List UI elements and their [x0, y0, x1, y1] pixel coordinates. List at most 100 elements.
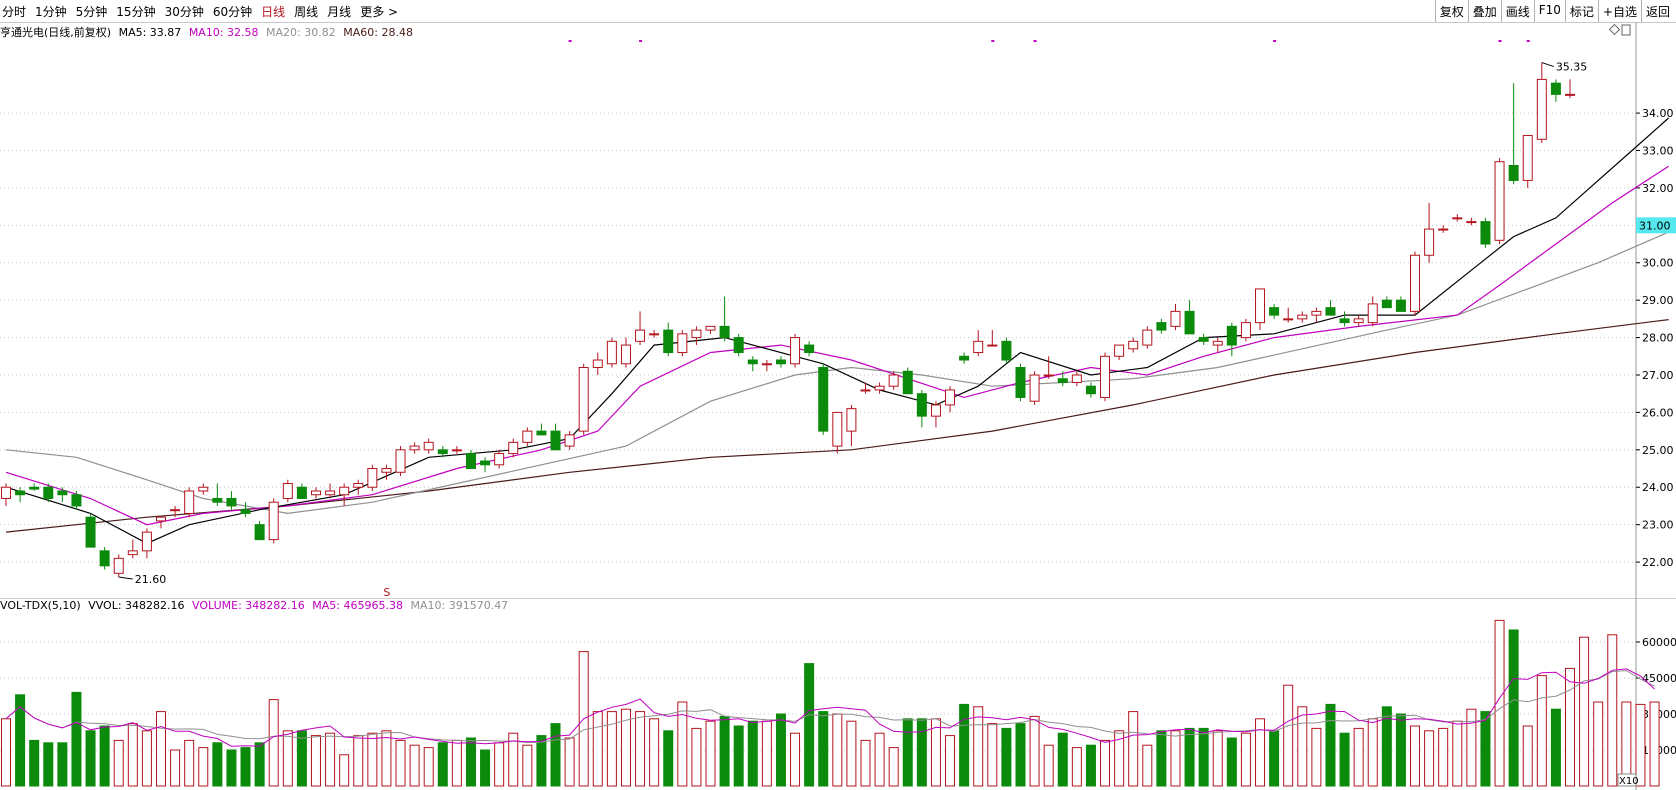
candle[interactable]: [1043, 356, 1054, 379]
candle[interactable]: [437, 446, 448, 458]
volume-bar[interactable]: [1311, 727, 1322, 787]
volume-bar[interactable]: [325, 732, 336, 787]
candle[interactable]: [536, 423, 547, 436]
volume-bar[interactable]: [902, 718, 913, 787]
candle[interactable]: [170, 505, 181, 518]
volume-bar[interactable]: [1114, 730, 1125, 787]
candle[interactable]: [663, 322, 674, 357]
volume-bar[interactable]: [550, 723, 561, 787]
candle[interactable]: [1536, 62, 1547, 144]
candle[interactable]: [1311, 307, 1322, 323]
candle[interactable]: [353, 479, 364, 495]
volume-bar[interactable]: [1325, 703, 1336, 787]
volume-bar[interactable]: [1381, 706, 1392, 787]
candle[interactable]: [1452, 214, 1463, 222]
volume-bar[interactable]: [1438, 727, 1449, 787]
volume-bar[interactable]: [1522, 725, 1533, 787]
candle[interactable]: [564, 431, 575, 450]
candle[interactable]: [1057, 371, 1068, 387]
candle[interactable]: [1156, 318, 1167, 334]
candle[interactable]: [1184, 300, 1195, 335]
candle[interactable]: [888, 371, 899, 390]
candle[interactable]: [325, 483, 336, 499]
candle[interactable]: [1100, 352, 1111, 402]
add-watchlist-button[interactable]: +自选: [1597, 0, 1641, 22]
volume-bar[interactable]: [1508, 629, 1519, 787]
volume-bar[interactable]: [127, 723, 138, 787]
volume-bar[interactable]: [916, 718, 927, 787]
volume-bar[interactable]: [973, 706, 984, 787]
candle[interactable]: [282, 479, 293, 503]
volume-bar[interactable]: [423, 747, 434, 787]
volume-bar[interactable]: [1607, 634, 1618, 787]
volume-bar[interactable]: [804, 663, 815, 787]
volume-bar[interactable]: [113, 739, 124, 787]
candle[interactable]: [57, 487, 68, 503]
candle[interactable]: [367, 464, 378, 491]
volume-bar[interactable]: [170, 749, 181, 787]
candle[interactable]: [705, 325, 716, 334]
back-button[interactable]: 返回: [1640, 0, 1674, 22]
volume-bar[interactable]: [620, 708, 631, 787]
candle[interactable]: [310, 487, 321, 499]
candle[interactable]: [296, 483, 307, 499]
candle[interactable]: [254, 520, 265, 541]
volume-bar[interactable]: [395, 739, 406, 787]
candle[interactable]: [226, 490, 237, 510]
candle[interactable]: [127, 539, 138, 559]
candle[interactable]: [480, 457, 491, 473]
candle[interactable]: [184, 487, 195, 518]
volume-bar[interactable]: [1029, 715, 1040, 787]
diamond-icon[interactable]: [1608, 23, 1621, 36]
candle[interactable]: [733, 333, 744, 357]
draw-button[interactable]: 画线: [1500, 0, 1534, 22]
volume-bar[interactable]: [1579, 636, 1590, 787]
volume-bar[interactable]: [1649, 701, 1660, 787]
candle[interactable]: [832, 411, 843, 454]
candle[interactable]: [1494, 157, 1505, 245]
volume-bar[interactable]: [409, 744, 420, 787]
volume-bar[interactable]: [212, 742, 223, 787]
candle[interactable]: [1001, 337, 1012, 364]
volume-bar[interactable]: [1621, 701, 1632, 787]
candle[interactable]: [1480, 217, 1491, 248]
candle[interactable]: [1508, 83, 1519, 185]
candle[interactable]: [874, 382, 885, 394]
volume-bar[interactable]: [494, 742, 505, 787]
candle[interactable]: [395, 446, 406, 477]
candle[interactable]: [155, 516, 166, 529]
candle[interactable]: [1212, 337, 1223, 353]
candle[interactable]: [649, 330, 660, 338]
volume-bar[interactable]: [1410, 725, 1421, 787]
volume-bar[interactable]: [1184, 727, 1195, 787]
volume-bar[interactable]: [761, 720, 772, 787]
candle[interactable]: [846, 404, 857, 447]
volume-bar[interactable]: [1480, 711, 1491, 787]
candle[interactable]: [930, 401, 941, 428]
volume-bar[interactable]: [268, 699, 279, 787]
volume-bar[interactable]: [1494, 619, 1505, 787]
volume-bar[interactable]: [240, 747, 251, 787]
tab-1min[interactable]: 1分钟: [35, 5, 67, 19]
volume-bar[interactable]: [1057, 732, 1068, 787]
candle[interactable]: [1114, 344, 1125, 361]
candle[interactable]: [775, 356, 786, 368]
candle[interactable]: [1565, 79, 1575, 99]
candle[interactable]: [550, 423, 561, 451]
volume-bar[interactable]: [1240, 732, 1251, 787]
candle[interactable]: [508, 438, 519, 458]
volume-bar[interactable]: [649, 718, 660, 787]
candle[interactable]: [1128, 337, 1139, 353]
volume-bar[interactable]: [1226, 737, 1237, 787]
candle[interactable]: [99, 547, 110, 570]
tab-more[interactable]: 更多 >: [360, 5, 399, 19]
candle[interactable]: [465, 449, 476, 470]
volume-bar[interactable]: [367, 732, 378, 787]
candle[interactable]: [1339, 311, 1350, 327]
f10-button[interactable]: F10: [1533, 0, 1565, 22]
candle[interactable]: [945, 386, 956, 413]
overlay-button[interactable]: 叠加: [1467, 0, 1501, 22]
candle[interactable]: [719, 296, 730, 342]
volume-bar[interactable]: [1353, 727, 1364, 787]
volume-bar[interactable]: [71, 691, 82, 787]
